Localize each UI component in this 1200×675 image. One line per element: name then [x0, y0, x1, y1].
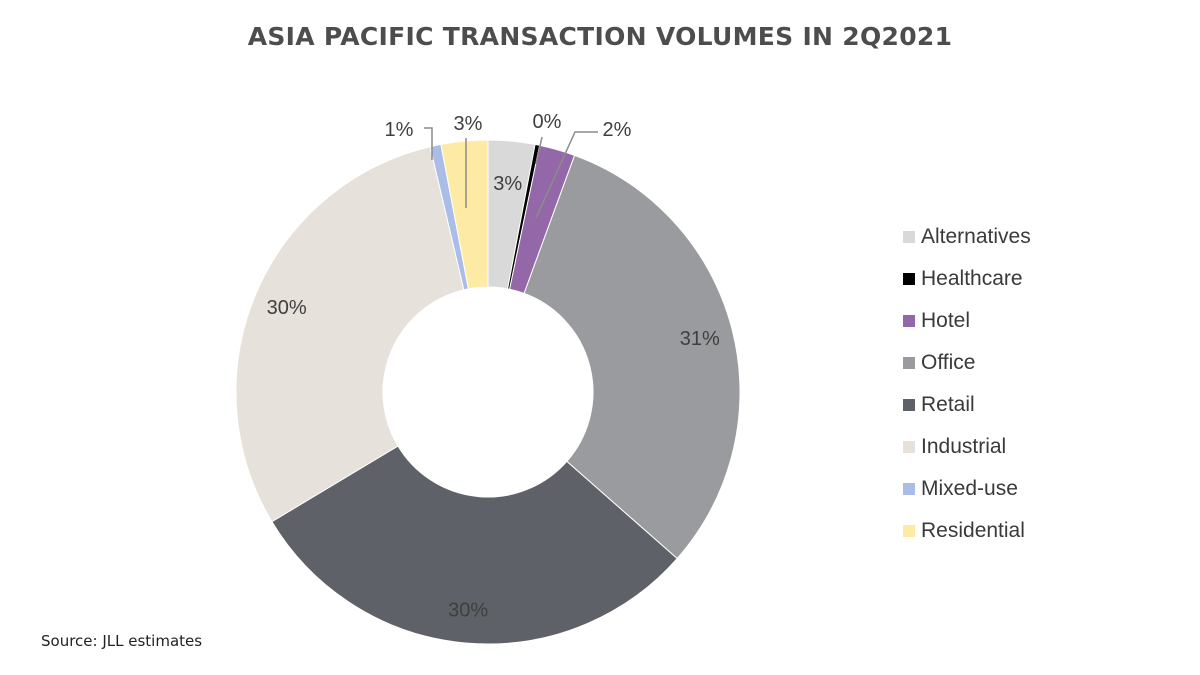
legend-item-residential: Residential	[903, 510, 1031, 552]
chart-title: ASIA PACIFIC TRANSACTION VOLUMES IN 2Q20…	[247, 22, 953, 51]
legend-swatch	[903, 399, 915, 411]
source-note: Source: JLL estimates	[41, 632, 203, 650]
legend-item-hotel: Hotel	[903, 300, 1031, 342]
legend-swatch	[903, 441, 915, 453]
data-label-hotel: 2%	[603, 119, 632, 141]
data-label-industrial: 30%	[267, 297, 307, 319]
legend-item-industrial: Industrial	[903, 426, 1031, 468]
legend-swatch	[903, 273, 915, 285]
legend-swatch	[903, 231, 915, 243]
data-label-residential: 3%	[454, 113, 483, 135]
legend-item-alternatives: Alternatives	[903, 216, 1031, 258]
legend-label: Residential	[921, 519, 1025, 542]
leader-line-hotel	[535, 131, 598, 219]
donut-slices	[235, 139, 741, 645]
slice-residential	[440, 139, 489, 290]
legend: Alternatives Healthcare Hotel Office Retail I…	[903, 216, 1031, 552]
legend-swatch	[903, 357, 915, 369]
legend-item-healthcare: Healthcare	[903, 258, 1031, 300]
legend-label: Office	[921, 351, 976, 374]
data-label-office: 31%	[680, 328, 720, 350]
legend-label: Alternatives	[921, 225, 1031, 248]
leader-lines	[424, 127, 598, 219]
legend-item-office: Office	[903, 342, 1031, 384]
legend-swatch	[903, 525, 915, 537]
data-label-healthcare: 0%	[533, 111, 562, 133]
legend-label: Hotel	[921, 309, 971, 332]
data-labels: 3% 0% 2% 31% 30% 30% 1% 3%	[267, 111, 720, 622]
leader-line-mixed-use	[424, 127, 433, 160]
legend-item-retail: Retail	[903, 384, 1031, 426]
data-label-retail: 30%	[448, 600, 488, 622]
slice-office	[523, 154, 741, 560]
data-label-alternatives: 3%	[493, 173, 522, 195]
legend-swatch	[903, 483, 915, 495]
legend-swatch	[903, 315, 915, 327]
data-label-mixed-use: 1%	[385, 119, 414, 141]
legend-label: Mixed-use	[921, 477, 1018, 500]
leader-line-healthcare	[535, 136, 543, 165]
legend-label: Retail	[921, 393, 975, 416]
legend-label: Healthcare	[921, 267, 1023, 290]
legend-label: Industrial	[921, 435, 1007, 458]
slice-industrial	[235, 146, 465, 523]
slice-retail	[271, 445, 678, 645]
legend-item-mixed-use: Mixed-use	[903, 468, 1031, 510]
